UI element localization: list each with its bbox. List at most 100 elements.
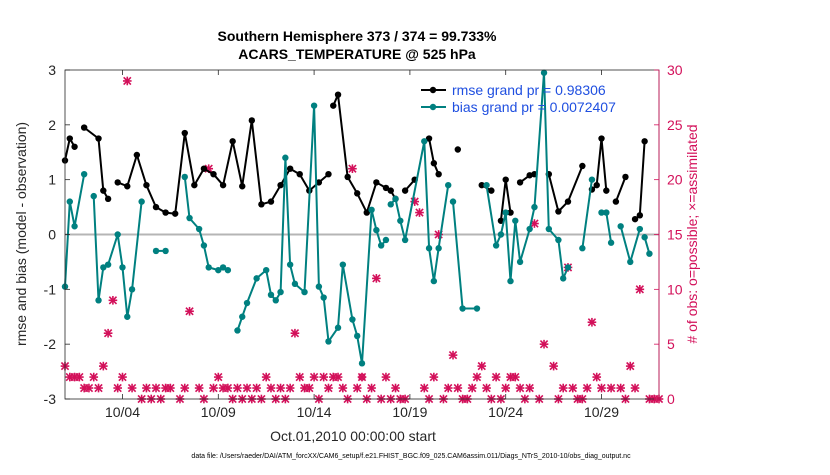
rmse-series-line (634, 141, 646, 220)
obs-count-marker (233, 383, 242, 393)
rmse-point (171, 210, 179, 217)
y2-tick-label: 25 (667, 117, 683, 133)
y-axis-label: rmse and bias (model - observation) (13, 122, 29, 346)
obs-count-marker (266, 383, 276, 393)
obs-count-marker (515, 383, 525, 393)
rmse-series-line (332, 93, 397, 214)
rmse-point (210, 170, 217, 178)
bias-point (262, 266, 270, 274)
y-tick-label: 2 (48, 117, 56, 133)
y2-tick-label: 30 (667, 62, 683, 78)
bias-point (95, 297, 102, 304)
bias-point (430, 277, 438, 285)
rmse-point (104, 195, 112, 203)
obs-count-marker (372, 274, 381, 283)
obs-count-marker (429, 372, 439, 382)
obs-count-marker (381, 372, 391, 382)
bias-point (71, 223, 78, 230)
rmse-point (636, 212, 644, 219)
rmse-point (354, 190, 361, 197)
bias-point (205, 264, 212, 271)
rmse-point (382, 184, 390, 192)
bias-series-line (183, 176, 229, 272)
bias-point (195, 225, 203, 233)
obs-count-marker (549, 361, 558, 371)
rmse-point (152, 203, 160, 211)
rmse-point (124, 183, 131, 190)
rmse-series-line (117, 119, 330, 215)
bias-point (310, 102, 318, 109)
obs-count-marker (453, 383, 463, 393)
obs-count-marker (127, 383, 137, 393)
bias-point (215, 266, 222, 274)
bias-point (636, 225, 644, 233)
y-axis-right: 0 5 10 15 20 25 30 (654, 62, 683, 407)
obs-count-marker (582, 383, 592, 393)
bias-point (387, 201, 394, 208)
rmse-point (330, 102, 337, 109)
obs-count-marker (285, 383, 295, 393)
rmse-point (114, 179, 121, 186)
obs-possible-marker (358, 373, 366, 381)
obs-count-marker (185, 306, 194, 316)
rmse-point (612, 198, 620, 205)
obs-count-marker (419, 383, 429, 393)
rmse-point (239, 183, 246, 190)
bias-point (435, 245, 442, 252)
bias-point (282, 154, 289, 161)
rmse-point (641, 138, 648, 145)
plot-area (60, 69, 664, 404)
rmse-series-line (83, 126, 109, 200)
rmse-point (286, 165, 294, 172)
bias-point (80, 170, 88, 178)
obs-count-marker (276, 383, 285, 393)
bias-point (421, 138, 428, 145)
bias-point (301, 288, 308, 296)
rmse-point (507, 209, 514, 216)
obs-count-marker (415, 208, 424, 217)
obs-count-marker (501, 383, 511, 393)
bias-point (425, 245, 433, 252)
chart-title-line1: Southern Hemisphere 373 / 374 = 99.733% (218, 28, 498, 44)
y2-tick-label: 5 (667, 336, 675, 352)
bias-point (119, 264, 126, 271)
chart-title-line2: ACARS_TEMPERATURE @ 525 hPa (238, 46, 476, 62)
bias-point (579, 245, 586, 252)
bias-point (445, 181, 452, 189)
bias-point (66, 198, 73, 205)
legend-rmse-marker (429, 86, 437, 94)
legend-bias-marker (429, 103, 437, 111)
bias-point (339, 261, 347, 268)
rmse-point (133, 151, 141, 159)
obs-count-marker (118, 372, 127, 382)
bias-point (90, 192, 97, 200)
rmse-point (267, 198, 275, 205)
obs-count-marker (525, 383, 534, 393)
rmse-point (435, 170, 442, 178)
rmse-point (95, 135, 102, 142)
y2-axis-label: # of obs: o=possible; ×=assimilated (684, 124, 700, 343)
bias-point (267, 291, 275, 299)
bias-point (100, 264, 107, 271)
bias-point (473, 305, 481, 312)
rmse-point (631, 215, 639, 223)
bias-point (401, 236, 409, 244)
bias-point (603, 209, 610, 216)
rmse-point (430, 160, 438, 167)
rmse-point (579, 162, 586, 170)
rmse-point (100, 187, 107, 194)
rmse-point (555, 208, 562, 215)
obs-count-marker (223, 383, 233, 393)
bias-point (373, 226, 380, 234)
rmse-point (425, 135, 433, 142)
bias-point (531, 203, 538, 211)
bias-point (382, 236, 390, 244)
obs-count-marker (625, 361, 635, 371)
bias-point (559, 275, 567, 282)
bias-point (234, 327, 241, 334)
rmse-point (66, 135, 73, 142)
rmse-point (315, 179, 323, 186)
obs-count-marker (304, 383, 314, 393)
bias-point (128, 286, 136, 293)
